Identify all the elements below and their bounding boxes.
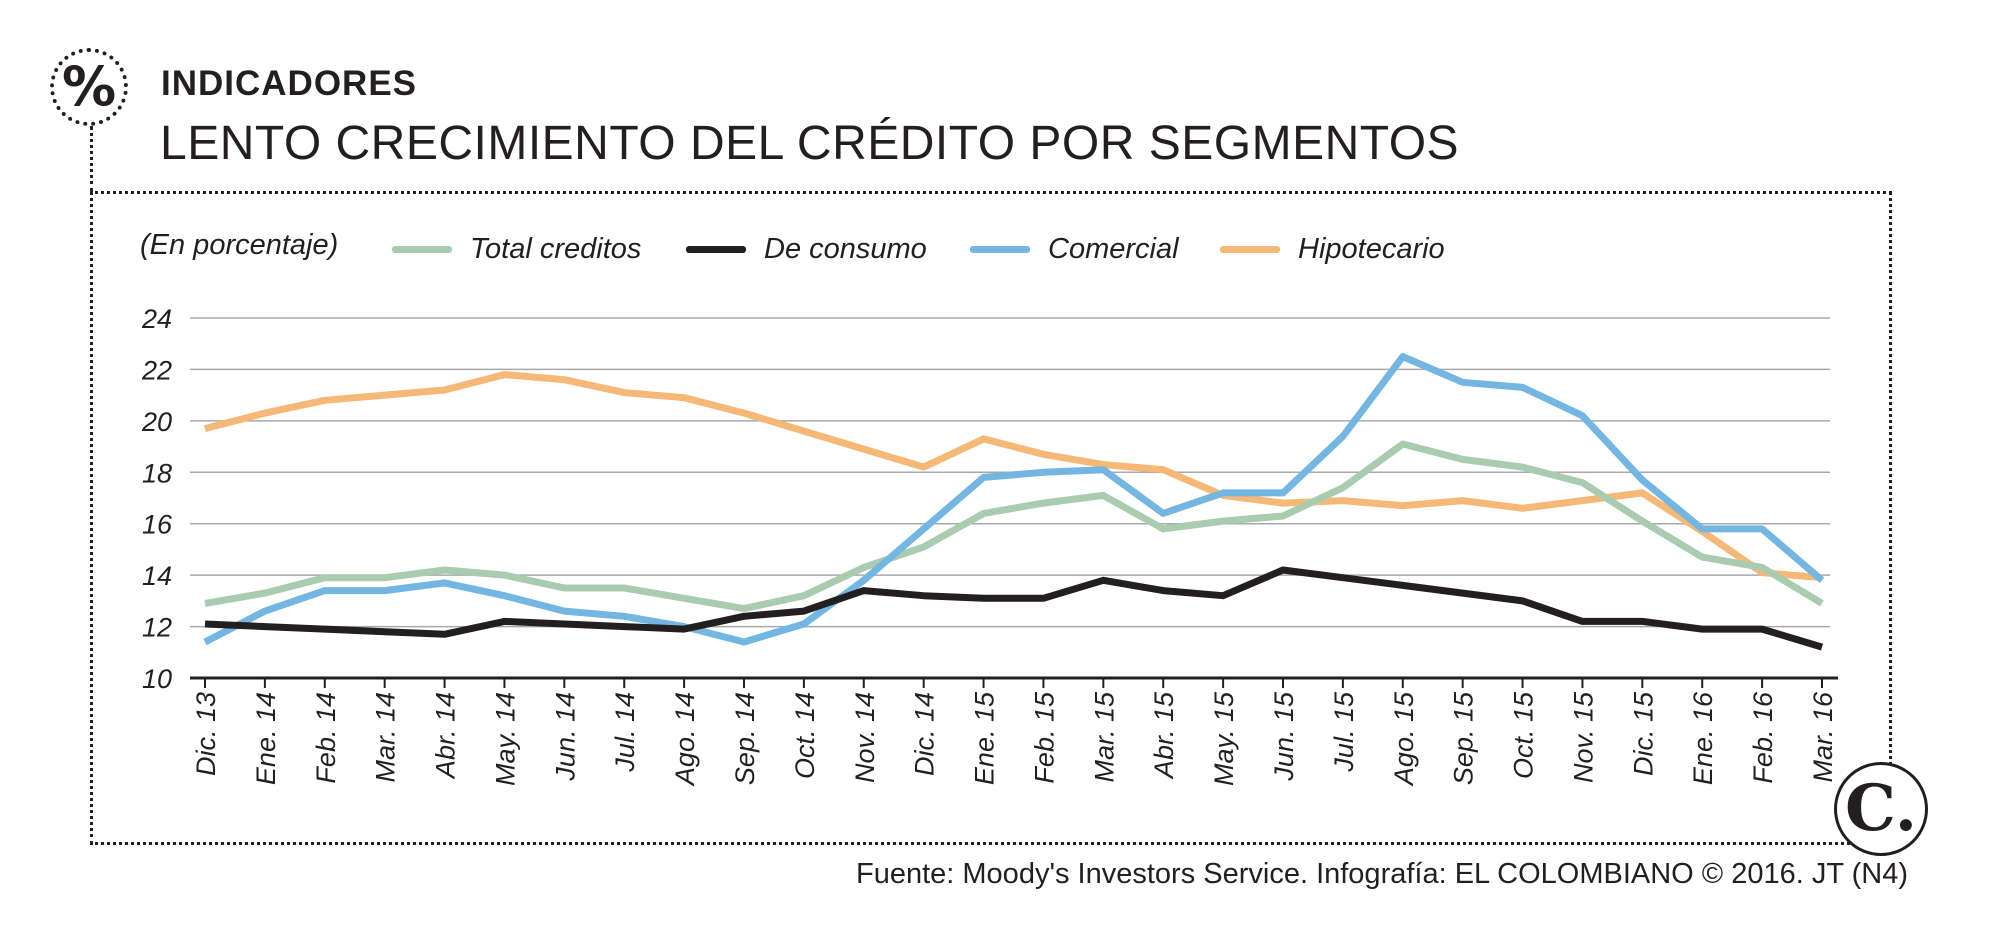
legend-swatch-total-creditos [392,245,452,253]
chart-title: LENTO CRECIMIENTO DEL CRÉDITO POR SEGMEN… [160,117,1460,170]
percent-icon: % [61,55,117,118]
series-line-hipotecario [204,371,1823,582]
x-tick-label: Sep. 15 [1449,691,1479,785]
y-tick-label-16: 16 [142,510,173,540]
legend-item-hipotecario: Hipotecario [1220,229,1445,269]
y-tick-label-20: 20 [141,407,172,437]
x-tick-label: May. 15 [1209,691,1239,786]
x-tick-label: Abr. 14 [431,692,461,780]
legend-item-comercial: Comercial [970,229,1179,269]
x-tick-label: Jul. 14 [610,692,640,773]
x-tick-label: Nov. 14 [850,692,880,783]
x-tick-label: Feb. 16 [1748,691,1778,784]
x-tick-label: Mar. 14 [371,692,401,783]
y-tick-label-10: 10 [142,664,172,694]
legend-item-total-creditos: Total creditos [392,229,641,269]
publisher-logo: C. [1834,762,1928,856]
x-tick-label: May. 14 [490,692,520,786]
gridlines [190,317,1830,628]
x-tick-label: Mar. 15 [1089,691,1119,783]
y-tick-label-22: 22 [141,355,172,385]
x-tick-label: Jun. 14 [550,692,580,782]
legend-swatch-de-consumo [686,245,746,253]
y-tick-label-18: 18 [142,458,172,488]
x-tick-label: Feb. 15 [1029,691,1059,784]
series-lines [203,353,1825,651]
series-line-de-consumo [204,566,1824,651]
x-tick-label: Oct. 15 [1509,691,1539,779]
x-tick-label: Ago. 15 [1389,691,1419,787]
x-tick-label: Ene. 14 [251,692,281,785]
legend-label-total-creditos: Total creditos [470,232,642,265]
y-tick-label-14: 14 [142,561,172,591]
x-tick-label: Mar. 16 [1808,691,1838,783]
percent-badge: % [50,48,128,126]
tick-labels: 10 12 14 16 18 20 22 24 Dic. 13 Ene. 14 Feb. 14 Mar… [141,304,1838,787]
series-line-comercial [203,353,1825,646]
legend-item-de-consumo: De consumo [686,229,927,269]
x-tick-label: Ene. 15 [970,691,1000,785]
x-tick-label: Dic. 14 [910,692,940,776]
section-kicker: INDICADORES [161,64,418,103]
y-axis-unit-label: (En porcentaje) [140,229,339,261]
x-tick-label: Feb. 14 [311,692,341,784]
legend-label-hipotecario: Hipotecario [1298,232,1445,265]
axes [190,676,1838,688]
x-tick-label: Sep. 14 [730,692,760,785]
y-tick-label-24: 24 [141,304,172,334]
series-line-total-creditos [204,440,1824,613]
x-tick-label: Dic. 13 [191,692,221,776]
legend-swatch-comercial [970,245,1030,253]
dotted-connector [90,126,93,192]
legend-swatch-hipotecario [1220,245,1280,253]
source-credit: Fuente: Moody's Investors Service. Infog… [856,858,1908,890]
x-tick-label: Abr. 15 [1149,691,1179,780]
y-tick-label-12: 12 [142,613,172,643]
x-tick-label: Nov. 15 [1568,691,1598,783]
x-tick-label: Jul. 15 [1329,691,1359,773]
x-tick-label: Jun. 15 [1269,691,1299,782]
chart-frame [90,191,1892,845]
el-colombiano-logo-icon: C. [1844,771,1918,846]
x-tick-label: Oct. 14 [790,692,820,779]
legend-label-de-consumo: De consumo [764,232,927,265]
x-tick-label: Ene. 16 [1688,691,1718,785]
x-tick-label: Ago. 14 [670,692,700,787]
x-tick-label: Dic. 15 [1628,691,1658,776]
legend-label-comercial: Comercial [1048,232,1179,265]
